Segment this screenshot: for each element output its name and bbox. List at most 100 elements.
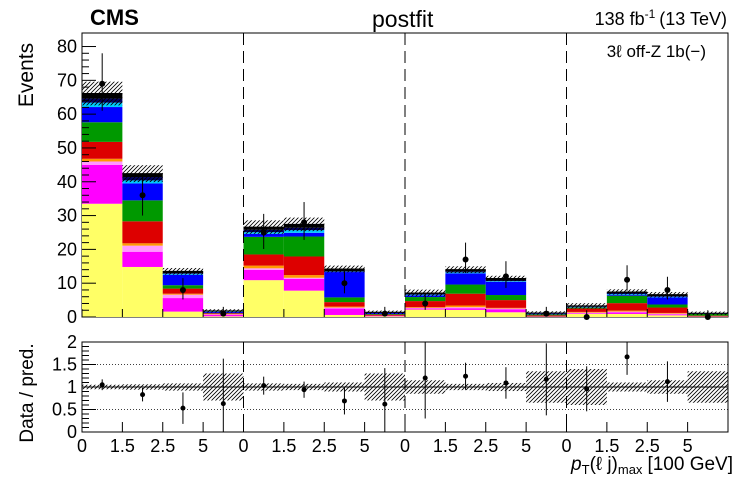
x-tick-label: 1.5 bbox=[110, 436, 135, 456]
x-tick-label: 5 bbox=[198, 436, 208, 456]
bar-segment bbox=[122, 251, 163, 267]
data-point bbox=[664, 286, 671, 293]
x-tick-label: 2.5 bbox=[635, 436, 660, 456]
ratio-point bbox=[422, 375, 428, 381]
bar-segment bbox=[122, 243, 163, 246]
bar-segment bbox=[324, 308, 365, 315]
y-tick-label: 20 bbox=[57, 239, 77, 259]
data-point bbox=[704, 314, 711, 320]
ratio-point bbox=[463, 373, 469, 379]
ratio-region-dividers bbox=[243, 342, 567, 432]
bar-segment bbox=[606, 303, 648, 311]
bar-segment bbox=[82, 203, 123, 317]
ratio-panel: 00.511.52 0 1.5 2.5 5 0 1.5 2.5 5 0 1.5 2.5 5 0 1.5 2.… bbox=[52, 309, 729, 456]
bar-segment bbox=[243, 265, 284, 269]
ratio-y-tick-label: 1.5 bbox=[52, 355, 77, 375]
x-axis: 0 1.5 2.5 5 0 1.5 2.5 5 0 1.5 2.5 5 0 1.5 2.5 5 bbox=[77, 309, 693, 456]
data-point bbox=[502, 273, 509, 280]
ratio-y-title: Data / pred. bbox=[17, 343, 38, 442]
bar-segment bbox=[82, 107, 123, 123]
bar-segment bbox=[283, 256, 325, 276]
bar-segment bbox=[647, 297, 688, 305]
bar-segment bbox=[82, 158, 123, 162]
bar-segment bbox=[445, 309, 486, 317]
bar-segment bbox=[324, 302, 365, 307]
x-axis-title: pT(ℓ j)max [100 GeV] bbox=[570, 454, 733, 477]
data-point bbox=[139, 192, 146, 199]
x-title-mid: (ℓ j) bbox=[590, 454, 618, 475]
bar-segment bbox=[647, 307, 688, 313]
ratio-y-tick-label: 0 bbox=[67, 422, 77, 442]
bar-segment bbox=[283, 290, 325, 317]
bar-segment bbox=[647, 315, 688, 317]
ratio-y-tick-label: 2 bbox=[67, 332, 77, 352]
ratio-y-tick-label: 0.5 bbox=[52, 400, 77, 420]
x-tick-label: 0 bbox=[561, 436, 571, 456]
x-tick-label: 1.5 bbox=[594, 436, 619, 456]
bar-segment bbox=[324, 307, 365, 309]
bar-segment bbox=[445, 307, 486, 309]
bar-segment bbox=[606, 310, 648, 312]
status-label: postfit bbox=[372, 6, 434, 32]
bar-segment bbox=[364, 316, 405, 317]
bar-segment bbox=[283, 277, 325, 279]
data-point bbox=[260, 229, 267, 236]
bar-segment bbox=[647, 312, 688, 314]
bar-segment bbox=[445, 293, 486, 306]
x-title-t: T bbox=[582, 462, 590, 477]
data-points bbox=[99, 53, 711, 320]
y-tick-label: 70 bbox=[57, 70, 77, 90]
bar-segment bbox=[122, 245, 163, 252]
y-tick-label: 60 bbox=[57, 104, 77, 124]
bar-segment bbox=[647, 314, 688, 316]
bar-segment bbox=[162, 311, 204, 317]
bar-segment bbox=[445, 284, 486, 294]
bar-segment bbox=[324, 297, 365, 303]
region-dividers bbox=[243, 33, 567, 317]
y-tick-label: 30 bbox=[57, 206, 77, 226]
x-title-p: p bbox=[570, 454, 582, 475]
lumi-value: 138 fb bbox=[595, 9, 645, 29]
bar-segment bbox=[606, 294, 648, 296]
bar-segment bbox=[283, 278, 325, 291]
x-tick-label: 2.5 bbox=[312, 436, 337, 456]
bar-segment bbox=[647, 304, 688, 308]
y-tick-label: 10 bbox=[57, 273, 77, 293]
x-tick-label: 0 bbox=[77, 436, 87, 456]
data-point bbox=[381, 310, 388, 317]
main-y-axis: 0 10 20 30 40 50 60 70 80 bbox=[57, 37, 96, 327]
bar-segment bbox=[647, 313, 688, 315]
ratio-point bbox=[180, 405, 186, 411]
data-point bbox=[99, 80, 106, 87]
ratio-point bbox=[624, 354, 630, 360]
ratio-hatch bbox=[324, 382, 365, 392]
x-tick-label: 0 bbox=[400, 436, 410, 456]
bar-segment bbox=[283, 275, 325, 278]
bar-segment bbox=[445, 308, 486, 310]
ratio-point bbox=[261, 383, 267, 389]
x-tick-label: 1.5 bbox=[271, 436, 296, 456]
main-panel: 0 10 20 30 40 50 60 70 80 3ℓ off-Z 1b(−) bbox=[57, 32, 729, 327]
x-tick-label: 5 bbox=[683, 436, 693, 456]
bar-segment bbox=[82, 141, 123, 159]
data-point bbox=[624, 276, 631, 283]
bar-segment bbox=[243, 254, 284, 266]
ratio-points bbox=[99, 342, 670, 432]
bar-segment bbox=[82, 161, 123, 165]
bar-segment bbox=[485, 307, 527, 309]
lumi-exponent: -1 bbox=[645, 7, 656, 21]
x-tick-label: 2.5 bbox=[150, 436, 175, 456]
bar-segment bbox=[82, 122, 123, 142]
ratio-y-axis: 00.5 11.5 2 bbox=[52, 332, 96, 442]
data-point bbox=[462, 256, 469, 263]
ratio-point bbox=[382, 401, 388, 407]
x-tick-label: 0 bbox=[238, 436, 248, 456]
bar-segment bbox=[283, 236, 325, 257]
y-tick-label: 40 bbox=[57, 172, 77, 192]
ratio-point bbox=[99, 382, 105, 388]
ratio-y-tick-label: 1 bbox=[67, 377, 77, 397]
bar-segment bbox=[485, 312, 527, 317]
x-tick-label: 5 bbox=[521, 436, 531, 456]
uncertainty-hatch bbox=[566, 303, 607, 309]
